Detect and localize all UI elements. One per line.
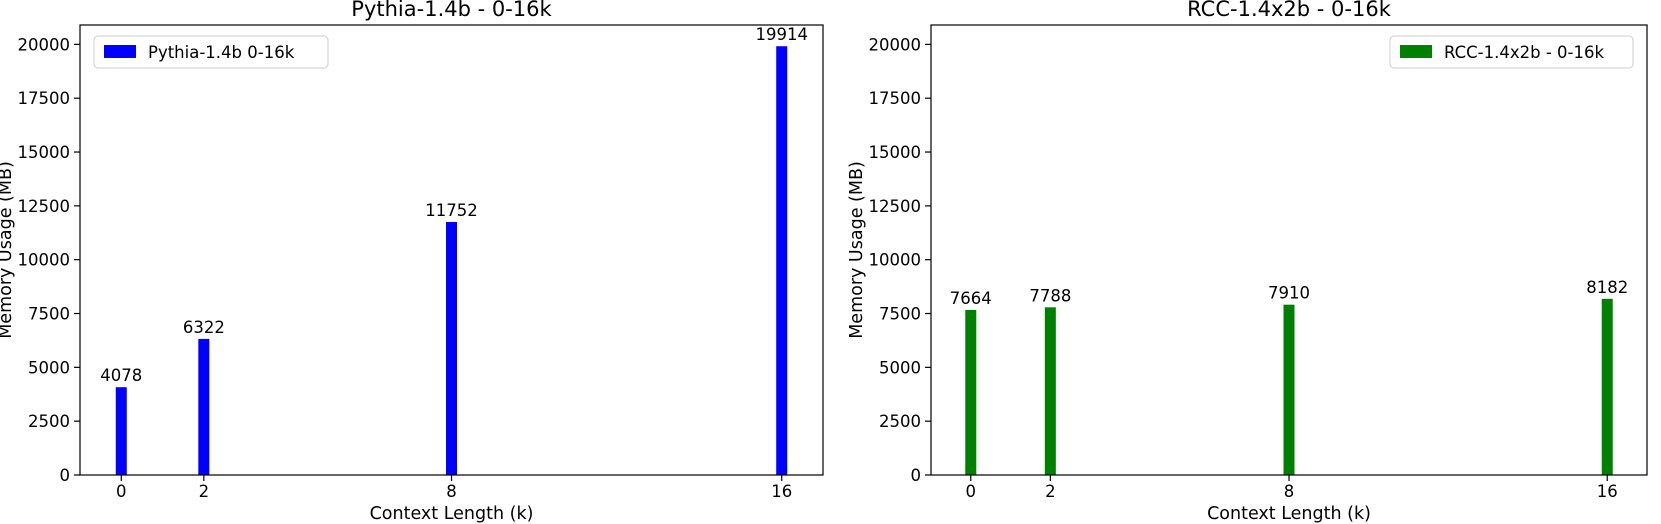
data-label-2: 7788 (1029, 286, 1071, 305)
bar-8 (446, 221, 457, 475)
y-tick-label: 5000 (28, 358, 70, 377)
y-tick-label: 2500 (879, 412, 921, 431)
data-label-8: 11752 (425, 201, 478, 220)
x-axis-label: Context Length (k) (1207, 504, 1371, 524)
y-tick-label: 7500 (879, 305, 921, 324)
bar-8 (1283, 304, 1295, 475)
x-tick-label: 0 (966, 482, 977, 501)
legend-swatch (1400, 45, 1432, 58)
data-label-0: 7664 (950, 289, 992, 308)
data-label-8: 7910 (1268, 284, 1310, 303)
y-tick-label: 15000 (869, 143, 922, 162)
legend: Pythia-1.4b 0-16k (93, 35, 329, 69)
bar-2 (1044, 307, 1056, 475)
bar-2 (198, 338, 210, 475)
legend-label: RCC-1.4x2b - 0-16k (1444, 43, 1605, 62)
y-tick-label: 0 (60, 466, 71, 485)
x-tick-label: 2 (1045, 482, 1056, 501)
y-tick-label: 20000 (18, 35, 71, 54)
y-tick-label: 17500 (18, 89, 71, 108)
bar-16 (776, 46, 788, 475)
x-tick-label: 8 (1284, 482, 1295, 501)
x-tick-label: 8 (446, 482, 457, 501)
legend-box (93, 35, 329, 69)
bar-16 (1601, 298, 1613, 475)
y-axis-label: Memory Usage (MB) (847, 161, 867, 339)
y-tick-label: 10000 (18, 251, 71, 270)
y-tick-label: 0 (911, 466, 922, 485)
y-tick-label: 15000 (18, 143, 71, 162)
data-label-2: 6322 (183, 318, 225, 337)
chart-panel-2: 7664 7788 7910 8182 0 2500 5000 7500 10000 12500 1… (847, 0, 1648, 524)
chart-title: Pythia-1.4b - 0-16k (351, 0, 552, 21)
y-tick-label: 17500 (869, 89, 922, 108)
y-tick-label: 12500 (18, 197, 71, 216)
y-tick-label: 12500 (869, 197, 922, 216)
x-tick-label: 0 (116, 482, 127, 501)
chart-panel-1: 4078 6322 11752 19914 0 2500 5000 7500 10000 1250… (0, 0, 824, 524)
chart-title: RCC-1.4x2b - 0-16k (1187, 0, 1392, 21)
y-tick-label: 2500 (28, 412, 70, 431)
x-axis-label: Context Length (k) (370, 504, 534, 524)
legend-label: Pythia-1.4b 0-16k (148, 43, 295, 62)
bar-0 (965, 309, 977, 475)
x-tick-label: 16 (1597, 482, 1618, 501)
x-tick-label: 16 (771, 482, 792, 501)
y-tick-label: 7500 (28, 305, 70, 324)
legend-box (1389, 35, 1634, 69)
data-label-16: 8182 (1586, 278, 1628, 297)
y-tick-label: 5000 (879, 358, 921, 377)
legend: RCC-1.4x2b - 0-16k (1389, 35, 1634, 69)
y-tick-label: 20000 (869, 35, 922, 54)
data-label-0: 4078 (100, 366, 142, 385)
y-tick-label: 10000 (869, 251, 922, 270)
y-axis-label: Memory Usage (MB) (0, 161, 16, 339)
x-tick-label: 2 (199, 482, 210, 501)
legend-swatch (104, 45, 136, 58)
data-label-16: 19914 (755, 25, 808, 44)
bar-0 (115, 387, 127, 475)
